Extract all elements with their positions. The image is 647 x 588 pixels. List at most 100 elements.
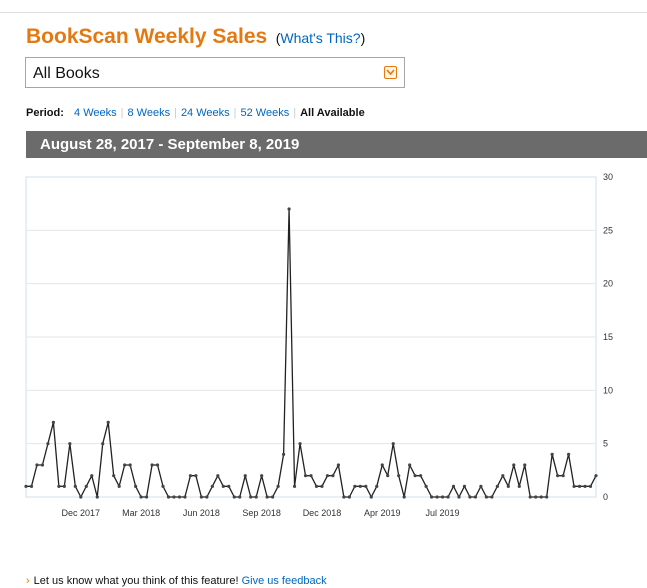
data-point bbox=[287, 207, 291, 211]
period-4-weeks[interactable]: 4 Weeks bbox=[74, 107, 117, 119]
y-tick-label: 30 bbox=[603, 172, 613, 182]
data-point bbox=[594, 474, 598, 478]
period-selector: Period: 4 Weeks | 8 Weeks | 24 Weeks | 52 Week… bbox=[26, 107, 365, 119]
data-point bbox=[57, 484, 61, 488]
data-point bbox=[588, 484, 593, 488]
x-tick-label: Sep 2018 bbox=[242, 508, 281, 518]
data-point bbox=[397, 474, 401, 478]
data-point bbox=[155, 463, 160, 467]
data-point bbox=[402, 495, 406, 499]
data-point bbox=[309, 474, 313, 478]
data-point bbox=[276, 484, 280, 488]
data-point bbox=[583, 484, 587, 488]
data-point bbox=[232, 495, 236, 499]
data-point bbox=[506, 484, 510, 488]
data-point bbox=[375, 484, 379, 488]
period-all-available[interactable]: All Available bbox=[300, 107, 365, 119]
data-point bbox=[528, 495, 532, 499]
data-point bbox=[144, 495, 149, 499]
data-point bbox=[161, 484, 165, 488]
period-separator: | bbox=[174, 107, 177, 119]
data-point bbox=[79, 495, 83, 499]
data-point bbox=[413, 474, 417, 478]
data-point bbox=[35, 463, 39, 467]
data-point bbox=[473, 495, 478, 499]
data-point bbox=[490, 495, 494, 499]
data-point bbox=[479, 484, 483, 488]
data-point bbox=[205, 495, 209, 499]
data-point bbox=[440, 495, 445, 499]
y-tick-label: 25 bbox=[603, 225, 613, 235]
data-point bbox=[561, 474, 565, 478]
data-point bbox=[243, 474, 247, 478]
period-24-weeks[interactable]: 24 Weeks bbox=[180, 107, 230, 119]
data-point bbox=[216, 474, 220, 478]
data-point bbox=[468, 495, 472, 499]
data-point bbox=[227, 484, 231, 488]
period-separator: | bbox=[293, 107, 297, 119]
data-point bbox=[446, 495, 450, 499]
data-point bbox=[517, 484, 521, 488]
data-point bbox=[457, 495, 461, 499]
data-point bbox=[281, 452, 286, 456]
data-point bbox=[210, 484, 214, 488]
data-point bbox=[128, 463, 132, 467]
y-tick-label: 0 bbox=[603, 492, 608, 502]
y-tick-label: 15 bbox=[603, 332, 613, 342]
data-point bbox=[501, 474, 505, 478]
data-point bbox=[484, 495, 488, 499]
data-point bbox=[62, 484, 66, 488]
feedback-link[interactable]: Give us feedback bbox=[241, 575, 327, 587]
sales-line-chart: 0 5 10 15 20 25 30 Dec 2017 Mar 2018 Jun 2018 Sep … bbox=[24, 172, 613, 518]
y-tick-label: 5 bbox=[603, 439, 608, 449]
data-point bbox=[462, 484, 467, 488]
sales-chart: 0 5 10 15 20 25 30 Dec 2017 Mar 2018 Jun 2018 Sep … bbox=[0, 160, 647, 530]
data-point bbox=[550, 452, 554, 456]
header: BookScan Weekly Sales (What's This?) bbox=[26, 25, 365, 49]
date-range-band: August 28, 2017 - September 8, 2019 bbox=[26, 131, 647, 158]
data-point bbox=[298, 442, 302, 446]
whats-this-link[interactable]: What's This? bbox=[280, 30, 361, 46]
data-point bbox=[336, 463, 341, 467]
period-52-weeks[interactable]: 52 Weeks bbox=[240, 107, 290, 119]
data-point bbox=[117, 484, 121, 488]
chevron-down-icon[interactable] bbox=[384, 66, 397, 79]
format-select[interactable]: All Books bbox=[25, 57, 405, 88]
data-point bbox=[260, 474, 264, 478]
data-point bbox=[199, 495, 203, 499]
period-label: Period: bbox=[26, 107, 64, 119]
page-title: BookScan Weekly Sales bbox=[26, 25, 268, 48]
x-tick-label: Jun 2018 bbox=[183, 508, 220, 518]
data-point bbox=[29, 484, 34, 488]
data-point bbox=[221, 484, 225, 488]
x-tick-label: Dec 2017 bbox=[62, 508, 101, 518]
data-point bbox=[386, 474, 390, 478]
data-point bbox=[271, 495, 275, 499]
data-point bbox=[254, 495, 258, 499]
data-point bbox=[408, 463, 412, 467]
chevron-right-icon: › bbox=[26, 575, 30, 587]
data-point bbox=[424, 484, 428, 488]
data-point bbox=[358, 484, 362, 488]
data-point bbox=[325, 474, 330, 478]
data-point bbox=[566, 452, 571, 456]
data-point bbox=[46, 442, 50, 446]
data-point bbox=[523, 463, 527, 467]
data-point bbox=[238, 495, 242, 499]
data-point bbox=[391, 442, 395, 446]
series-line bbox=[26, 208, 597, 498]
period-8-weeks[interactable]: 8 Weeks bbox=[127, 107, 171, 119]
data-point bbox=[380, 463, 384, 467]
y-tick-label: 10 bbox=[603, 385, 613, 395]
data-point bbox=[369, 495, 373, 499]
data-point bbox=[84, 484, 88, 488]
data-point bbox=[150, 463, 154, 467]
data-point bbox=[134, 484, 138, 488]
data-point bbox=[451, 484, 456, 488]
x-tick-label: Mar 2018 bbox=[122, 508, 160, 518]
data-point bbox=[429, 495, 434, 499]
data-point bbox=[419, 474, 423, 478]
data-point bbox=[320, 484, 324, 488]
feedback-text: Let us know what you think of this featu… bbox=[33, 575, 239, 587]
paren-close: ) bbox=[360, 30, 366, 46]
